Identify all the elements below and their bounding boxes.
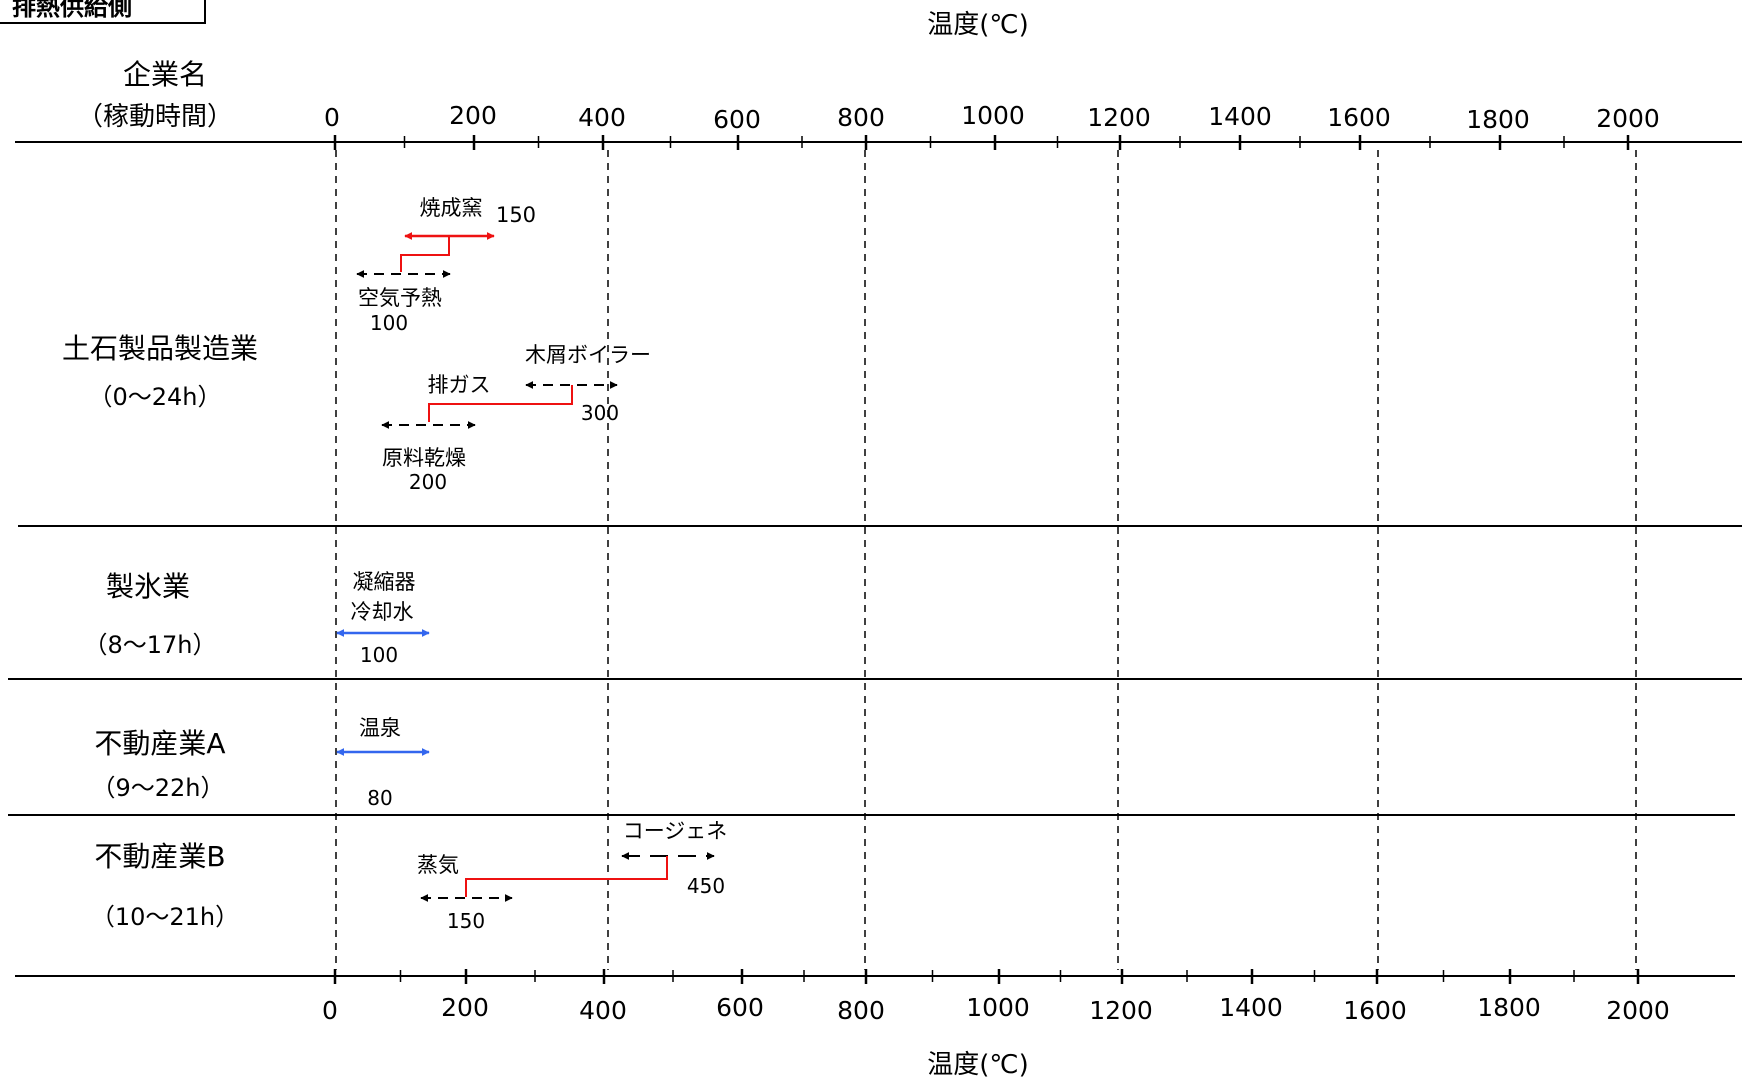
row-name-stone-products: 土石製品製造業 <box>62 332 258 365</box>
top-tick-label-1200: 1200 <box>1087 103 1151 132</box>
flow-value-steam: 150 <box>447 909 485 933</box>
corner-label: 排熱供給側 <box>12 0 132 21</box>
flow-value-wood-boiler: 300 <box>581 401 619 425</box>
exhaust-link-line <box>428 385 573 422</box>
bottom-tick-label-1800: 1800 <box>1477 993 1541 1022</box>
top-tick-label-1000: 1000 <box>961 101 1025 130</box>
flow-label-exhaust: 排ガス <box>428 373 491 397</box>
flow-value-condenser: 100 <box>360 643 398 667</box>
bottom-tick-label-2000: 2000 <box>1606 996 1670 1025</box>
bottom-tick-label-1600: 1600 <box>1343 996 1407 1025</box>
flow-label-kiln: 焼成窯 <box>420 196 483 220</box>
axis-title-bottom: 温度(℃) <box>927 1050 1029 1080</box>
top-tick-label-800: 800 <box>837 103 885 132</box>
top-tick-label-1600: 1600 <box>1327 103 1391 132</box>
top-tick-label-1400: 1400 <box>1208 102 1272 131</box>
flow-label-condenser-1: 凝縮器 <box>353 570 416 594</box>
flow-label-steam: 蒸気 <box>417 853 459 877</box>
top-tick-label-0: 0 <box>324 103 340 132</box>
bottom-tick-label-1000: 1000 <box>966 993 1030 1022</box>
flow-value-kiln: 150 <box>496 203 536 227</box>
flow-value-cogen: 450 <box>687 874 725 898</box>
row-hours-realestate-a: （9～22h） <box>91 774 224 802</box>
kiln-link-line <box>400 236 450 272</box>
axis-title-top: 温度(℃) <box>927 10 1029 40</box>
flow-value-hot-spring: 80 <box>367 786 392 810</box>
steam-link-line <box>465 856 668 897</box>
company-header: 企業名 <box>123 58 207 91</box>
top-tick-label-600: 600 <box>713 105 761 134</box>
flow-label-drying: 原料乾燥 <box>382 446 466 470</box>
axis-tick-labels: 0 0 200 200 400 400 600 600 800 800 1000 1000 1200 12… <box>322 101 1670 1025</box>
row-name-realestate-a: 不動産業A <box>94 727 225 760</box>
row-hours-realestate-b: （10～21h） <box>91 903 239 931</box>
row-hours-ice: （8～17h） <box>83 631 216 659</box>
bottom-tick-label-600: 600 <box>716 993 764 1022</box>
flow-label-wood-boiler: 木屑ボイラー <box>525 343 651 367</box>
bottom-tick-label-1200: 1200 <box>1089 996 1153 1025</box>
row-name-realestate-b: 不動産業B <box>94 840 225 873</box>
flow-label-hot-spring: 温泉 <box>359 716 401 740</box>
bottom-tick-label-800: 800 <box>837 996 885 1025</box>
reference-dashed-lines <box>335 150 1637 970</box>
row-hours-stone-products: （0～24h） <box>88 383 221 411</box>
bottom-axis-ticks <box>333 969 1640 984</box>
bottom-tick-label-400: 400 <box>579 996 627 1025</box>
top-axis-ticks <box>333 135 1630 150</box>
bottom-tick-label-0: 0 <box>322 996 338 1025</box>
corner-label-box: 排熱供給側 <box>0 0 206 24</box>
flow-label-air-preheat: 空気予熱 <box>358 286 442 310</box>
top-tick-label-200: 200 <box>449 101 497 130</box>
flow-label-cogen: コージェネ <box>623 819 728 843</box>
top-tick-label-1800: 1800 <box>1466 105 1530 134</box>
bottom-tick-label-1400: 1400 <box>1219 993 1283 1022</box>
flow-value-air-preheat: 100 <box>370 311 408 335</box>
bottom-tick-label-200: 200 <box>441 993 489 1022</box>
hours-header: （稼動時間） <box>77 102 233 132</box>
row-name-ice: 製氷業 <box>106 570 190 603</box>
top-tick-label-2000: 2000 <box>1596 104 1660 133</box>
flow-value-drying: 200 <box>409 470 447 494</box>
top-tick-label-400: 400 <box>578 103 626 132</box>
flow-label-condenser-2: 冷却水 <box>351 600 414 624</box>
